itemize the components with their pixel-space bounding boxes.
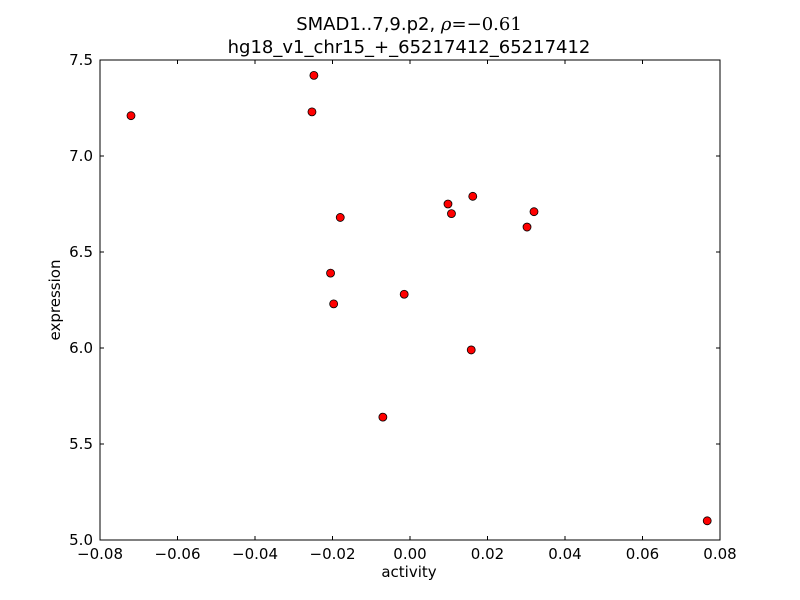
- data-point: [468, 191, 478, 201]
- plot-area: −0.08 −0.06 −0.04 −0.02 0.00 0.02 0.04 0.06 0.08…: [69, 51, 737, 563]
- data-point: [126, 111, 136, 121]
- x-tick-label: 0.00: [393, 545, 426, 563]
- chart-title-line2: hg18_v1_chr15_+_65217412_65217412: [228, 37, 591, 58]
- y-tick-label: 6.0: [69, 339, 93, 357]
- data-point: [529, 207, 539, 217]
- chart-title-line1: SMAD1..7,9.p2, ρ=−0.61: [296, 14, 522, 35]
- data-point: [309, 70, 319, 80]
- x-tick-label: 0.08: [703, 545, 736, 563]
- data-point: [399, 289, 409, 299]
- x-tick-label: −0.06: [155, 545, 201, 563]
- data-point: [335, 213, 345, 222]
- data-point: [307, 107, 317, 117]
- data-point: [378, 412, 388, 422]
- chart-title-rho-value: −0.61: [467, 14, 522, 35]
- x-tick-label: −0.08: [77, 545, 123, 563]
- data-point: [443, 199, 453, 209]
- data-point: [329, 299, 339, 309]
- y-tick-label: 7.5: [69, 51, 93, 69]
- x-tick-label: −0.02: [310, 545, 356, 563]
- data-point: [522, 222, 532, 232]
- x-tick-label: 0.02: [471, 545, 504, 563]
- y-tick-label: 5.5: [69, 435, 93, 453]
- chart-title-rho-symbol: ρ: [440, 14, 452, 35]
- x-tick-label: 0.06: [626, 545, 659, 563]
- x-tick-label: −0.04: [232, 545, 278, 563]
- y-tick-label: 7.0: [69, 147, 93, 165]
- data-point: [326, 268, 335, 278]
- chart-title-prefix: SMAD1..7,9.p2,: [296, 14, 441, 35]
- y-axis-label: expression: [46, 260, 64, 341]
- x-tick-label: 0.04: [548, 545, 581, 563]
- data-point: [702, 516, 712, 526]
- x-axis-label: activity: [381, 563, 436, 581]
- y-tick-label: 6.5: [69, 243, 93, 261]
- data-point: [466, 345, 476, 355]
- y-tick-label: 5.0: [69, 531, 93, 549]
- chart-title-rho-equals: =: [452, 14, 467, 35]
- data-point: [447, 209, 456, 219]
